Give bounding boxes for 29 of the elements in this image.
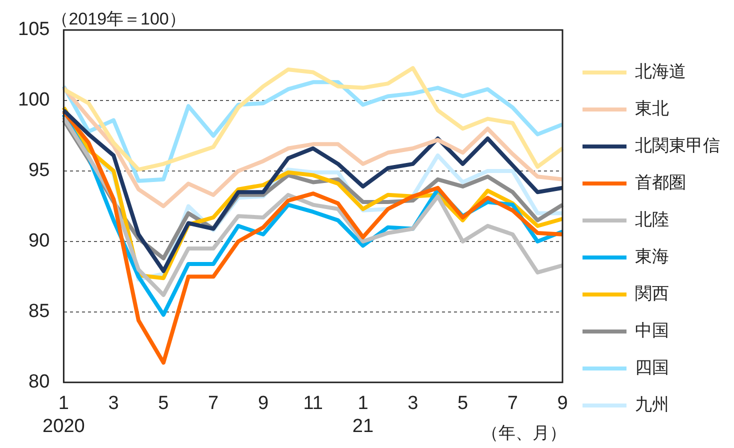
legend-label: 北関東甲信: [635, 136, 720, 156]
legend-label: 関西: [635, 284, 669, 304]
x-tick-label: 11: [303, 393, 323, 414]
legend-label: 東海: [635, 247, 669, 266]
x-tick-label: 1 21: [352, 393, 374, 437]
x-tick-label: 7: [208, 393, 219, 414]
x-tick-label: 1 2020: [42, 393, 85, 437]
legend-label: 四国: [635, 358, 669, 378]
legend-label: 中国: [635, 321, 669, 340]
y-tick-label: 85: [28, 301, 50, 322]
y-tick-label: 100: [18, 90, 50, 111]
x-tick-label: 9: [557, 393, 568, 414]
x-tick-label: 7: [507, 393, 518, 414]
y-tick-label: 80: [28, 372, 50, 393]
x-tick-label: 5: [158, 393, 169, 414]
x-tick-label: 3: [108, 393, 119, 414]
legend-label: 九州: [635, 395, 669, 414]
x-axis-title: （年、月）: [482, 424, 566, 443]
legend-label: 北陸: [635, 210, 669, 230]
x-tick-label: 5: [457, 393, 468, 414]
y-tick-label: 105: [18, 19, 50, 40]
y-axis-title: （2019年＝100）: [52, 10, 186, 29]
legend-label: 首都圏: [635, 173, 686, 192]
legend-label: 東北: [635, 99, 669, 118]
x-tick-label: 3: [408, 393, 418, 414]
y-tick-label: 90: [28, 230, 50, 252]
y-tick-label: 95: [28, 160, 50, 182]
legend-label: 北海道: [635, 62, 686, 82]
x-tick-label: 9: [258, 393, 269, 414]
